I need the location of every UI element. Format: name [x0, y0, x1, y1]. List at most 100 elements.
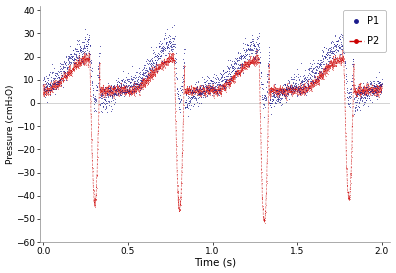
Point: [324, 64, 330, 68]
Point: [228, 59, 235, 63]
Point: [169, 58, 176, 62]
Point: [110, 84, 116, 89]
Point: [64, 78, 70, 82]
Point: [334, 57, 341, 62]
Point: [235, 65, 241, 69]
Point: [217, 79, 224, 84]
Point: [331, 55, 338, 59]
Point: [111, 83, 117, 87]
Point: [173, 57, 179, 61]
Point: [139, 75, 145, 79]
Point: [199, 87, 205, 91]
Point: [113, 93, 119, 97]
Point: [240, 65, 247, 69]
Point: [115, 85, 122, 90]
Point: [152, 74, 158, 78]
Point: [320, 59, 326, 63]
Point: [203, 84, 209, 89]
Point: [62, 75, 69, 79]
Point: [118, 85, 124, 90]
Point: [324, 64, 330, 69]
Point: [40, 82, 47, 87]
Point: [144, 78, 150, 83]
Point: [377, 82, 383, 87]
Point: [305, 86, 311, 91]
Point: [126, 94, 133, 98]
Point: [280, 91, 286, 96]
Point: [197, 83, 203, 87]
Point: [126, 88, 132, 93]
Point: [240, 70, 246, 74]
Point: [76, 55, 82, 59]
Point: [48, 85, 55, 89]
Point: [187, 90, 193, 94]
Point: [285, 86, 291, 90]
Point: [373, 90, 380, 94]
Point: [364, 88, 370, 92]
Point: [271, 93, 278, 98]
Point: [308, 62, 315, 66]
Point: [160, 65, 167, 69]
Point: [282, 94, 288, 98]
Point: [54, 84, 60, 88]
Point: [374, 88, 380, 92]
Point: [63, 71, 69, 75]
Point: [122, 78, 128, 82]
Point: [281, 82, 287, 87]
Point: [247, 60, 253, 64]
Point: [115, 88, 121, 93]
Point: [357, 91, 363, 95]
Point: [193, 86, 199, 91]
Point: [43, 88, 49, 92]
Point: [196, 85, 203, 90]
Point: [288, 90, 295, 94]
Point: [112, 88, 119, 93]
Point: [283, 88, 289, 93]
Point: [232, 75, 238, 79]
Point: [66, 74, 72, 78]
Point: [120, 90, 126, 94]
Point: [66, 60, 72, 64]
Point: [323, 55, 329, 60]
Point: [288, 77, 295, 81]
Point: [215, 88, 221, 92]
Point: [118, 93, 124, 97]
Point: [201, 77, 208, 82]
Point: [327, 47, 334, 52]
Point: [347, 189, 353, 193]
Point: [110, 90, 116, 95]
Point: [238, 68, 245, 72]
Point: [53, 84, 59, 89]
Point: [280, 88, 286, 92]
Point: [329, 60, 336, 64]
Point: [150, 73, 156, 78]
Point: [311, 80, 317, 84]
Point: [262, 213, 268, 217]
Point: [214, 89, 220, 94]
Point: [128, 80, 134, 85]
Point: [241, 60, 248, 64]
Point: [89, 93, 96, 97]
Point: [132, 89, 138, 93]
Point: [147, 61, 154, 66]
Point: [88, 74, 95, 78]
Point: [371, 91, 377, 96]
Point: [344, 95, 350, 99]
Point: [329, 56, 335, 60]
Point: [298, 86, 305, 90]
Point: [363, 93, 369, 97]
Point: [231, 75, 238, 79]
Point: [105, 86, 112, 91]
Point: [153, 68, 159, 72]
Point: [117, 90, 124, 94]
Point: [161, 57, 168, 61]
Point: [125, 91, 131, 95]
Point: [272, 85, 278, 89]
Point: [74, 38, 81, 43]
Point: [367, 93, 374, 97]
Point: [79, 56, 86, 61]
Point: [278, 88, 284, 93]
Point: [203, 88, 209, 92]
Point: [48, 85, 55, 89]
Point: [204, 87, 211, 91]
